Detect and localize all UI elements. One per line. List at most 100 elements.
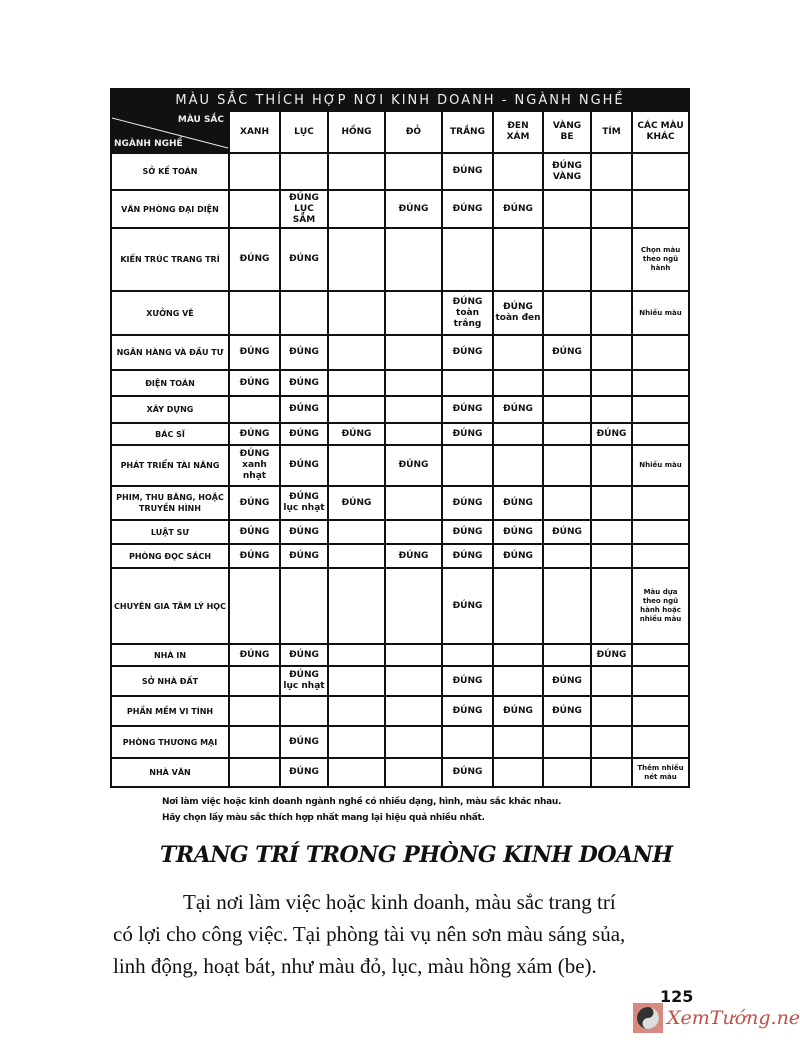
table-cell [492,444,544,487]
table-cell: ĐÚNG [441,485,494,521]
table-cell: ĐÚNG [228,422,281,446]
table-cell: ĐÚNG [441,422,494,446]
table-cell [228,665,281,697]
table-cell: ĐÚNG [228,227,281,292]
table-cell [590,189,633,229]
table-cell: ĐÚNG [228,334,281,371]
table-cell [327,227,386,292]
table-cell: ĐÚNG [279,444,329,487]
table-cell: ĐÚNG [441,695,494,727]
table-cell [384,519,443,545]
table-cell [327,725,386,759]
table-cell: ĐÚNG [441,543,494,569]
table-cell [228,152,281,191]
body-line-2: có lợi cho công việc. Tại phòng tài vụ n… [113,922,626,946]
table-cell [590,519,633,545]
table-cell: ĐÚNG [492,543,544,569]
table-cell [279,152,329,191]
table-cell: ĐÚNG [590,422,633,446]
table-cell [279,567,329,645]
row-label: PHÁT TRIỂN TÀI NĂNG [110,444,230,487]
table-cell [542,227,592,292]
table-cell [630,725,691,759]
table-row: CHUYÊN GIA TÂM LÝ HỌC ĐÚNG Màu dựa theo ng… [110,567,691,645]
table-cell: ĐÚNG toàn trắng [441,290,494,336]
corner-top-label: MÀU SẮC [177,115,224,125]
column-header: TÍM [590,110,633,154]
table-row: XÂY DỰNG ĐÚNG ĐÚNG ĐÚNG [110,395,691,424]
row-label: SỞ KẾ TOÁN [110,152,230,191]
table-row: PHÒNG THƯƠNG MẠI ĐÚNG [110,725,691,759]
page-number: 125 [660,987,694,1006]
table-cell [327,189,386,229]
table-cell: Nhiều màu [630,444,691,487]
row-label: CHUYÊN GIA TÂM LÝ HỌC [110,567,230,645]
table-cell [228,189,281,229]
table-cell [590,725,633,759]
color-profession-table: MÀU SẮC THÍCH HỢP NƠI KINH DOANH - NGÀNH… [109,88,691,788]
table-cell [327,757,386,788]
table-cell [279,695,329,727]
caption-line-1: Nơi làm việc hoặc kinh doanh ngành nghề … [162,797,562,807]
table-cell [384,369,443,397]
table-cell [384,290,443,336]
table-cell [492,757,544,788]
table-cell: ĐÚNG [279,757,329,788]
table-cell: Thêm nhiều nét màu [630,757,691,788]
table-cell: ĐÚNG [279,519,329,545]
table-cell [327,695,386,727]
row-label: KIẾN TRÚC TRANG TRÍ [110,227,230,292]
table-cell [492,152,544,191]
table-cell [630,422,691,446]
table-cell: ĐÚNG [228,643,281,667]
table-cell [492,422,544,446]
table-cell [630,334,691,371]
table-cell [384,757,443,788]
row-label: NHÀ VĂN [110,757,230,788]
table-cell [327,543,386,569]
table-cell [630,189,691,229]
table-row: NHÀ VĂN ĐÚNG ĐÚNG Thêm nhiều nét màu [110,757,691,788]
table-cell: ĐÚNG [279,227,329,292]
table-cell: ĐÚNG [279,395,329,424]
table-cell [384,643,443,667]
table-cell: ĐÚNG [327,485,386,521]
table-cell: ĐÚNG lục nhạt [279,485,329,521]
table-cell [630,152,691,191]
table-title: MÀU SẮC THÍCH HỢP NƠI KINH DOANH - NGÀNH… [109,88,691,112]
table-cell: ĐÚNG [542,519,592,545]
table-row: PHIM, THU BĂNG, HOẶC TRUYỀN HÌNH ĐÚNG ĐÚNG… [110,485,691,521]
table-cell: ĐÚNG [492,695,544,727]
table-cell [492,725,544,759]
table-cell: ĐÚNG [441,152,494,191]
table-cell [542,757,592,788]
table-cell: ĐÚNG [492,395,544,424]
table-cell: ĐÚNG [279,334,329,371]
table-cell [279,290,329,336]
table-cell [228,395,281,424]
table-cell [542,725,592,759]
table-cell [441,444,494,487]
table-cell [228,567,281,645]
table-cell [590,227,633,292]
body-line-3: linh động, hoạt bát, như màu đỏ, lục, mà… [113,954,597,978]
table-cell [384,695,443,727]
table-cell [542,643,592,667]
table-cell [327,369,386,397]
row-label: PHÒNG THƯƠNG MẠI [110,725,230,759]
column-header: VÀNG BE [542,110,592,154]
table-cell [590,152,633,191]
table-cell [542,189,592,229]
table-row: BÁC SĨ ĐÚNG ĐÚNG ĐÚNG ĐÚNG ĐÚNG [110,422,691,446]
table-cell [384,567,443,645]
table-row: LUẬT SƯ ĐÚNG ĐÚNG ĐÚNG ĐÚNG ĐÚNG [110,519,691,545]
table-cell [542,290,592,336]
table-cell [542,485,592,521]
table-cell: ĐÚNG [441,757,494,788]
table-cell [542,567,592,645]
watermark-logo: XemTướng.net [633,1003,800,1033]
table-cell: ĐÚNG [384,543,443,569]
table-cell [590,290,633,336]
table-cell: ĐÚNG [279,725,329,759]
table-cell [630,643,691,667]
